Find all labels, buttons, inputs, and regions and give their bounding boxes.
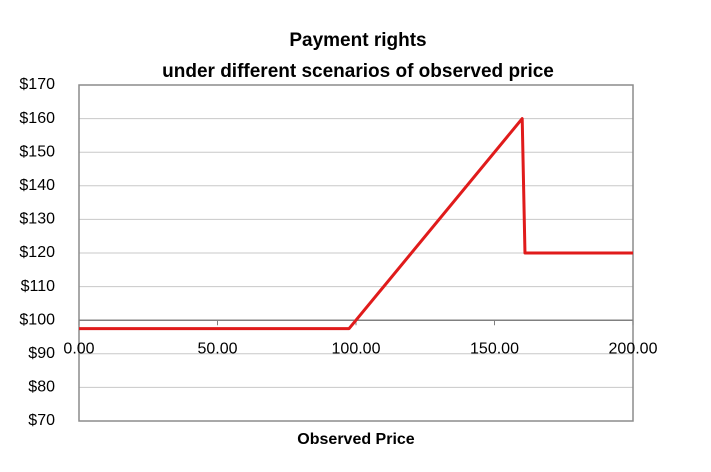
y-tick-label: $110	[21, 278, 56, 295]
y-tick-label: $70	[28, 412, 55, 429]
y-tick-label: $120	[19, 244, 55, 261]
y-tick-label: $130	[19, 211, 55, 228]
y-tick-label: $90	[28, 345, 55, 362]
x-tick-label: 0.00	[63, 340, 94, 357]
y-tick-label: $100	[19, 311, 55, 328]
y-tick-label: $170	[19, 76, 55, 93]
y-tick-label: $80	[28, 379, 55, 396]
data-line	[79, 117, 633, 331]
x-tick-label: 200.00	[609, 340, 658, 357]
chart-title: Payment rights	[289, 30, 426, 51]
y-tick-label: $150	[19, 143, 55, 160]
x-tick-label: 100.00	[332, 340, 381, 357]
x-axis-title: Observed Price	[297, 431, 415, 448]
x-tick-label: 150.00	[470, 340, 519, 357]
y-tick-label: $160	[19, 110, 55, 127]
x-tick-label: 50.00	[197, 340, 237, 357]
y-tick-label: $140	[19, 177, 55, 194]
chart-title: under different scenarios of observed pr…	[162, 61, 554, 82]
